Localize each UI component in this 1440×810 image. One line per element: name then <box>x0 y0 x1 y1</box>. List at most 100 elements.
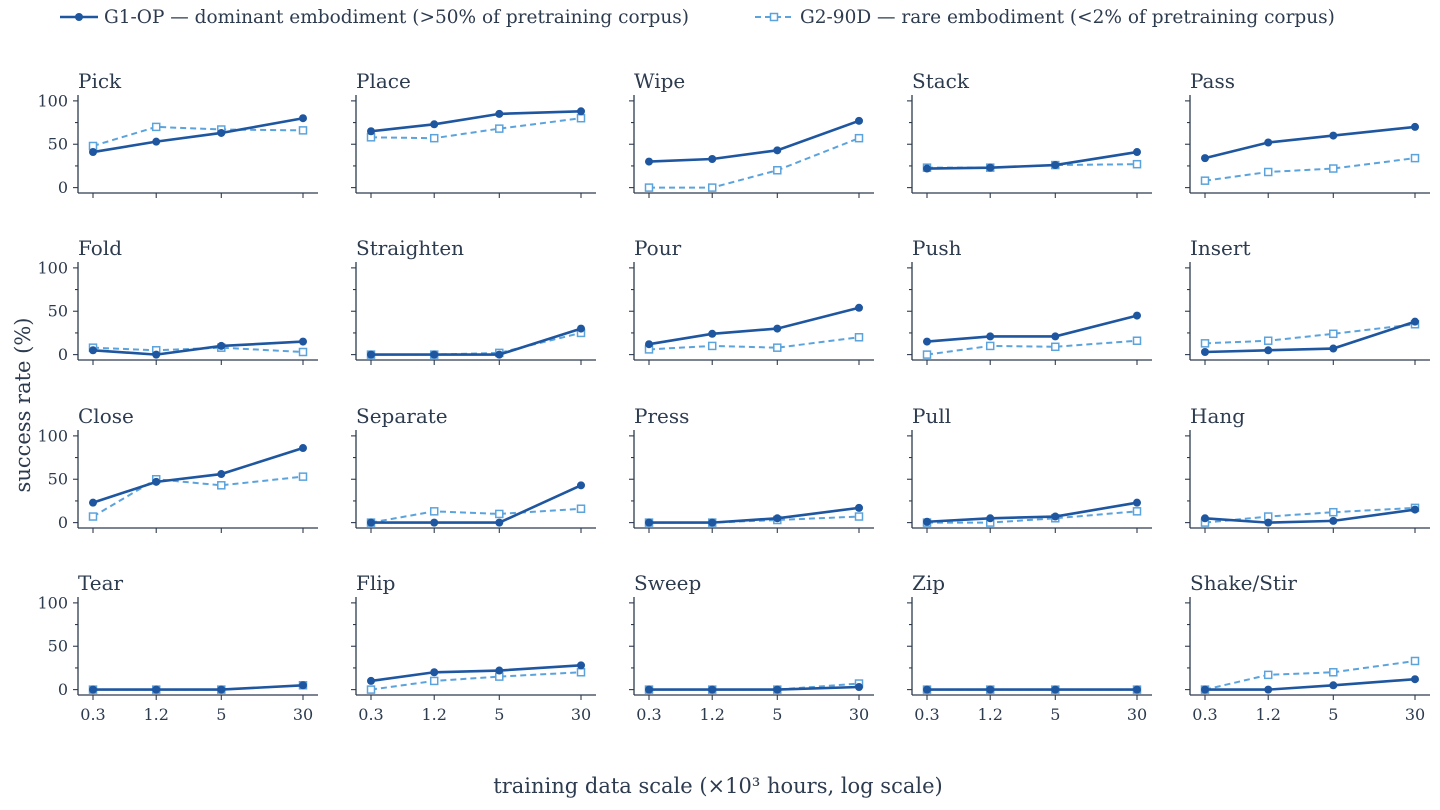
series-g2-point <box>495 509 504 519</box>
panel-title: Close <box>78 404 134 428</box>
panel-wipe: Wipe <box>629 69 874 198</box>
x-tick-label: 1.2 <box>1255 705 1280 724</box>
series-g1-point <box>495 666 504 675</box>
series-g1-point <box>708 518 717 527</box>
y-axis-label: success rate (%) <box>11 318 35 493</box>
series-g2-line <box>92 475 304 518</box>
series-g1-point <box>1264 518 1273 527</box>
series-g1-point <box>299 114 307 123</box>
x-tick-label: 30 <box>849 705 869 724</box>
series-g1-point <box>1329 516 1338 525</box>
series-g1-line <box>93 683 304 691</box>
series-g1-point <box>217 128 226 137</box>
x-tick-label: 0.3 <box>1192 705 1217 724</box>
series-g1-line <box>926 150 1138 170</box>
y-tick-label: 50 <box>48 302 68 321</box>
x-axis-label: training data scale (×10³ hours, log sca… <box>493 774 942 798</box>
series-g2-point <box>366 685 376 694</box>
series-g2-line <box>370 671 582 691</box>
series-g1-point <box>1051 332 1060 341</box>
panel-title: Pour <box>634 236 682 260</box>
series-g1-point <box>1201 685 1209 694</box>
panel-title: Fold <box>78 236 122 260</box>
series-g1-point <box>1264 685 1273 694</box>
series-g2-point <box>576 113 586 123</box>
series-g2-point <box>1132 159 1142 169</box>
panel-title: Push <box>912 236 962 260</box>
series-g2-line <box>1204 157 1416 182</box>
panel-pull: Pull <box>907 404 1152 533</box>
panel-hang: Hang <box>1185 404 1430 533</box>
series-g2-point <box>151 122 161 132</box>
panel-push: Push <box>907 236 1152 365</box>
y-tick-label: 100 <box>37 426 68 445</box>
panel-close: Close 0 50 100 <box>37 404 318 533</box>
series-g2-point <box>1200 339 1210 348</box>
series-g2-line <box>926 339 1138 356</box>
series-g1-point <box>1133 685 1141 694</box>
series-g1-line <box>92 446 304 504</box>
series-g1-point <box>367 676 375 685</box>
series-g2-point <box>773 343 782 352</box>
series-g1-line <box>649 506 860 524</box>
x-tick-label: 5 <box>772 705 782 724</box>
y-tick-label: 100 <box>37 91 68 110</box>
x-tick-label: 1.2 <box>977 705 1002 724</box>
panel-title: Flip <box>356 571 395 595</box>
series-g1-point <box>1329 681 1338 690</box>
y-tick-label: 50 <box>48 135 68 154</box>
series-g1-point <box>645 685 653 694</box>
series-g1-point <box>495 350 504 359</box>
series-g1-point <box>855 503 863 512</box>
series-g1-point <box>495 109 504 118</box>
series-g2-point <box>707 183 717 192</box>
panel-title: Press <box>634 404 689 428</box>
series-g2-point <box>576 504 586 513</box>
panel-separate: Separate <box>351 404 596 533</box>
panel-zip: Zip 0.3 1.2 5 30 <box>907 571 1152 724</box>
x-tick-label: 0.3 <box>636 705 661 724</box>
series-g2-point <box>298 126 308 135</box>
series-g2-point <box>576 668 586 677</box>
panel-title: Wipe <box>634 69 685 93</box>
series-g1-point <box>1264 346 1273 355</box>
series-g1-point <box>923 164 931 173</box>
series-g1-point <box>923 685 931 694</box>
series-g1-point <box>1201 514 1209 523</box>
x-tick-label: 5 <box>494 705 504 724</box>
series-g1-point <box>577 481 585 490</box>
panel-title: Pick <box>78 69 122 93</box>
series-g1-point <box>299 337 307 346</box>
series-g1-line <box>648 306 860 346</box>
series-g1-point <box>217 341 226 350</box>
series-g1-point <box>152 477 161 486</box>
series-g2-line <box>648 336 860 351</box>
series-g1-point <box>1411 505 1419 514</box>
panel-title: Pass <box>1190 69 1235 93</box>
series-g2-point <box>1263 167 1273 177</box>
panel-press: Press <box>629 404 874 533</box>
x-tick-label: 5 <box>1328 705 1338 724</box>
series-g2-line <box>92 125 304 147</box>
series-g1-point <box>89 346 97 355</box>
series-g2-point <box>644 183 654 192</box>
x-tick-label: 1.2 <box>699 705 724 724</box>
series-g1-point <box>773 685 782 694</box>
y-tick-label: 50 <box>48 470 68 489</box>
series-g2-point <box>1263 670 1273 680</box>
panel-pick: Pick 0 50 100 <box>37 69 318 198</box>
panel-title: Stack <box>912 69 970 93</box>
series-g1-point <box>1051 512 1060 521</box>
series-g2-point <box>298 347 308 357</box>
series-g1-point <box>89 498 97 507</box>
series-g1-point <box>1201 154 1209 163</box>
y-tick-label: 0 <box>58 178 68 197</box>
series-g2-point <box>1329 668 1338 677</box>
legend-g2-swatch-marker <box>769 12 779 22</box>
series-g1-point <box>89 685 97 694</box>
series-g1-point <box>577 661 585 670</box>
series-g1-point <box>855 116 863 125</box>
series-g1-point <box>430 518 439 527</box>
series-g1-point <box>855 303 863 312</box>
series-g1-point <box>986 685 995 694</box>
